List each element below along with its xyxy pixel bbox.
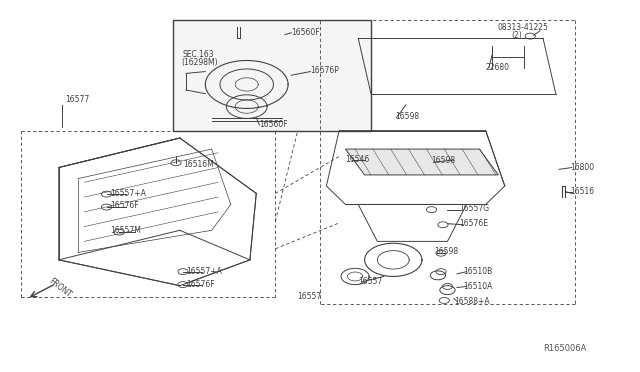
Circle shape <box>178 269 188 275</box>
Text: R165006A: R165006A <box>543 344 586 353</box>
Text: 16510B: 16510B <box>463 267 493 276</box>
Text: 16576E: 16576E <box>459 219 488 228</box>
Text: 16516M: 16516M <box>183 160 214 169</box>
Text: (2): (2) <box>511 31 522 40</box>
Circle shape <box>426 207 436 212</box>
Text: 16577: 16577 <box>65 96 90 105</box>
Text: 16598: 16598 <box>395 112 419 121</box>
Polygon shape <box>346 149 499 175</box>
Text: 16516: 16516 <box>570 187 595 196</box>
Text: 16557+A: 16557+A <box>186 267 222 276</box>
Text: SEC.163: SEC.163 <box>183 51 214 60</box>
Circle shape <box>101 204 111 210</box>
Circle shape <box>442 283 452 289</box>
Text: (16298M): (16298M) <box>181 58 218 67</box>
Text: 08313-41225: 08313-41225 <box>497 23 548 32</box>
Text: 16560F: 16560F <box>259 120 288 129</box>
Text: FRONT: FRONT <box>47 276 74 299</box>
Text: 16557: 16557 <box>358 277 383 286</box>
Text: 16510A: 16510A <box>463 282 493 291</box>
Text: 16560F: 16560F <box>291 28 320 36</box>
Circle shape <box>438 222 448 228</box>
Circle shape <box>525 33 536 39</box>
Circle shape <box>436 269 446 275</box>
Text: 16576F: 16576F <box>186 280 215 289</box>
Text: 22680: 22680 <box>486 63 509 72</box>
Text: 16598: 16598 <box>435 247 459 256</box>
Text: 16557+A: 16557+A <box>109 189 145 198</box>
Text: 16598: 16598 <box>431 156 456 166</box>
Text: 16557M: 16557M <box>109 226 141 235</box>
Bar <box>173 20 371 131</box>
Text: 16800: 16800 <box>570 163 595 172</box>
Circle shape <box>171 160 181 166</box>
Text: 16557G: 16557G <box>459 204 489 214</box>
Circle shape <box>114 229 124 235</box>
Text: 16546: 16546 <box>346 155 370 164</box>
Circle shape <box>436 250 446 256</box>
Text: 16576F: 16576F <box>109 201 138 211</box>
Circle shape <box>101 191 111 197</box>
Text: 16557: 16557 <box>298 292 322 301</box>
Text: 16588+A: 16588+A <box>454 297 490 306</box>
Circle shape <box>439 298 449 304</box>
Text: 16576P: 16576P <box>310 66 339 75</box>
Circle shape <box>178 282 188 288</box>
